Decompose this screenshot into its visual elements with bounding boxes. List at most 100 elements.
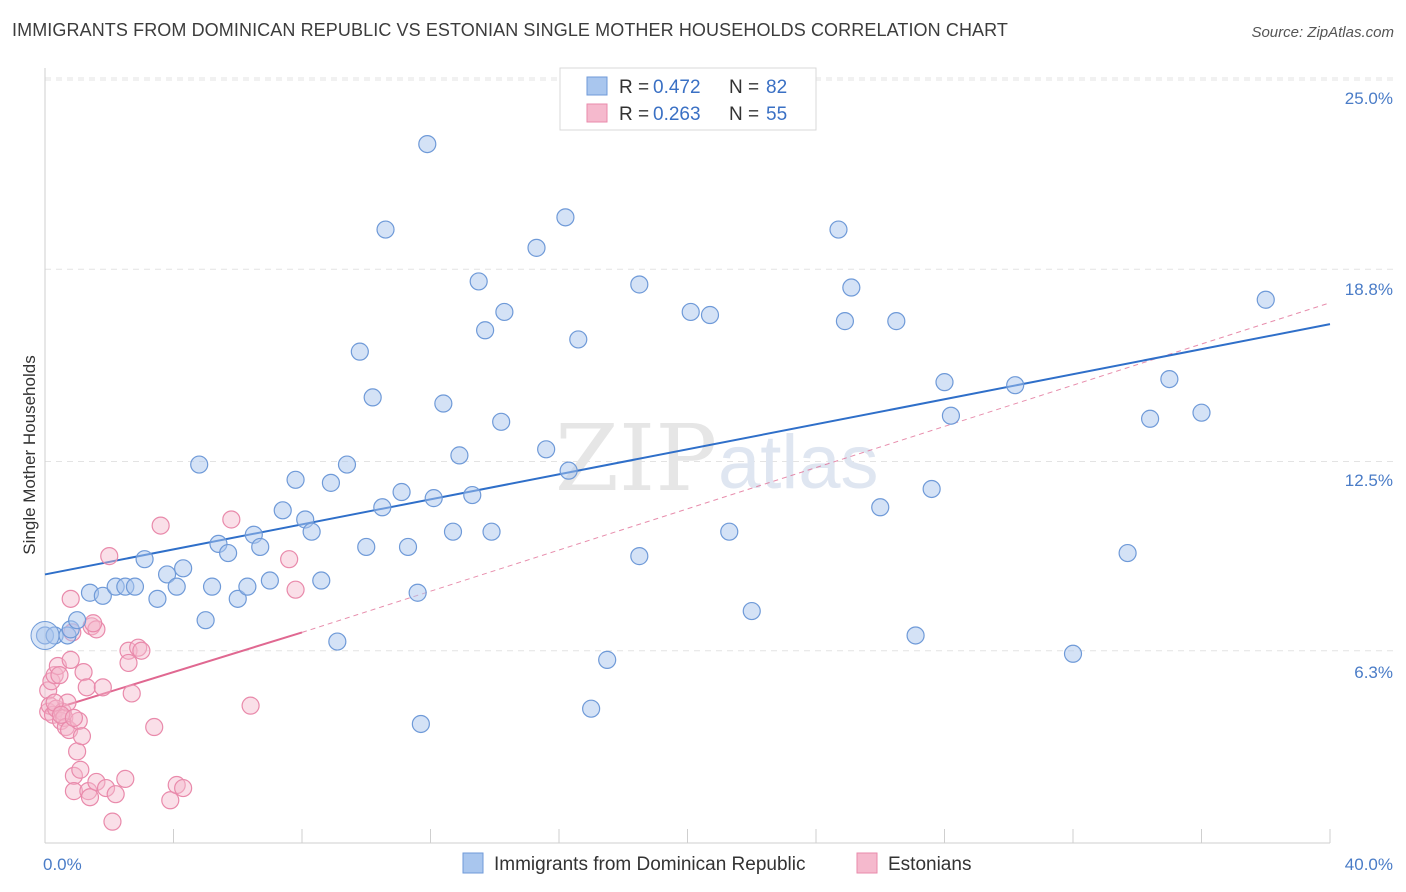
point-dominican xyxy=(157,565,177,584)
point-dominican xyxy=(357,537,376,557)
point-dominican xyxy=(598,650,617,669)
point-dominican xyxy=(251,537,270,557)
point-dominican xyxy=(922,479,941,499)
point-dominican xyxy=(337,455,357,474)
point-estonians xyxy=(71,760,90,779)
point-dominican xyxy=(935,373,954,392)
point-dominican xyxy=(238,577,257,596)
point-estonians xyxy=(87,772,106,792)
point-estonians xyxy=(122,684,141,703)
point-dominican xyxy=(398,537,418,557)
point-dominican xyxy=(842,278,861,297)
point-estonians xyxy=(93,678,112,697)
point-dominican xyxy=(392,482,411,502)
point-dominican xyxy=(482,522,501,541)
point-dominican xyxy=(135,550,154,569)
point-dominican xyxy=(363,388,382,407)
legend-r-value: 0.263 xyxy=(653,104,701,125)
y-tick-label: 25.0% xyxy=(1345,89,1393,108)
point-estonians xyxy=(103,812,122,831)
legend-n-label: N = xyxy=(729,104,759,125)
point-dominican xyxy=(202,577,222,596)
point-estonians xyxy=(116,769,135,789)
data-points xyxy=(30,134,1275,831)
point-estonians xyxy=(50,666,69,685)
point-dominican xyxy=(418,134,437,154)
legend-r-value: 0.472 xyxy=(653,77,701,98)
point-dominican xyxy=(302,522,321,541)
point-estonians xyxy=(280,550,299,569)
point-estonians xyxy=(106,785,125,804)
point-dominican xyxy=(424,489,443,508)
point-dominican xyxy=(376,220,395,239)
point-dominican xyxy=(537,440,556,459)
point-estonians xyxy=(241,696,260,715)
point-dominican xyxy=(1006,376,1025,395)
point-estonians xyxy=(286,580,305,599)
point-dominican xyxy=(1140,409,1160,428)
point-dominican xyxy=(286,470,305,489)
point-dominican xyxy=(492,412,511,431)
y-tick-label: 18.8% xyxy=(1345,280,1393,299)
point-dominican xyxy=(742,601,761,621)
point-dominican xyxy=(630,547,649,566)
point-estonians xyxy=(145,717,164,737)
point-dominican xyxy=(681,302,700,322)
point-estonians xyxy=(64,708,84,727)
grid-lines xyxy=(45,77,1393,652)
point-dominican xyxy=(835,312,855,331)
point-estonians xyxy=(77,678,96,697)
point-dominican xyxy=(167,577,186,596)
point-dominican xyxy=(582,699,601,718)
point-dominican xyxy=(1192,403,1211,422)
point-estonians xyxy=(72,727,92,746)
point-estonians xyxy=(69,711,88,731)
point-dominican xyxy=(196,611,215,630)
point-dominican xyxy=(260,571,279,590)
point-estonians xyxy=(61,650,80,669)
x-tick-labels: 0.0% 40.0% xyxy=(43,855,1393,874)
point-estonians xyxy=(174,778,193,798)
point-dominican xyxy=(450,446,469,465)
point-dominican xyxy=(495,302,514,322)
point-dominican xyxy=(630,275,649,294)
point-dominican xyxy=(871,498,890,517)
point-estonians xyxy=(80,788,100,807)
point-estonians xyxy=(100,547,119,566)
point-dominican xyxy=(434,394,453,413)
point-dominican xyxy=(190,455,209,474)
legend-swatch-pink xyxy=(586,103,608,123)
point-dominican xyxy=(174,559,193,578)
point-dominican xyxy=(469,272,488,291)
point-dominican xyxy=(68,611,87,630)
source-label: Source: ZipAtlas.com xyxy=(1251,24,1394,41)
point-dominican xyxy=(1256,290,1275,309)
legend-r-label: R = xyxy=(619,77,649,98)
legend-r-label: R = xyxy=(619,104,649,125)
point-estonians xyxy=(129,638,148,657)
point-dominican xyxy=(829,220,848,239)
point-dominican xyxy=(408,583,427,602)
point-dominican xyxy=(125,577,145,596)
point-dominican xyxy=(700,305,720,325)
x-tick-label: 0.0% xyxy=(43,855,82,874)
point-dominican xyxy=(527,238,546,257)
trend-line-dominican xyxy=(44,323,1331,576)
chart-title: IMMIGRANTS FROM DOMINICAN REPUBLIC VS ES… xyxy=(12,20,1009,40)
point-dominican xyxy=(556,208,575,227)
point-dominican xyxy=(463,485,482,505)
legend-n-value: 82 xyxy=(766,77,787,98)
point-dominican xyxy=(720,522,739,541)
point-dominican xyxy=(569,330,588,349)
point-dominican xyxy=(219,543,238,563)
point-dominican xyxy=(1063,644,1083,663)
point-estonians xyxy=(61,589,80,608)
point-estonians xyxy=(161,791,180,810)
point-dominican xyxy=(1118,543,1137,563)
point-dominican xyxy=(321,473,341,492)
point-estonians xyxy=(222,510,241,529)
point-dominican xyxy=(476,321,495,340)
point-dominican xyxy=(148,589,167,608)
point-dominican xyxy=(273,501,292,520)
